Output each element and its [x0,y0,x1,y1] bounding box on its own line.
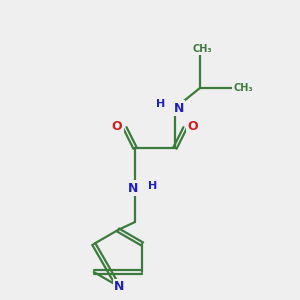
Text: O: O [112,119,122,133]
Text: CH₃: CH₃ [233,83,253,93]
Text: CH₃: CH₃ [192,44,212,54]
Text: N: N [128,182,138,194]
Text: H: H [156,99,166,109]
Text: O: O [188,119,198,133]
Text: N: N [174,101,184,115]
Text: H: H [148,181,158,191]
Text: N: N [114,280,124,293]
